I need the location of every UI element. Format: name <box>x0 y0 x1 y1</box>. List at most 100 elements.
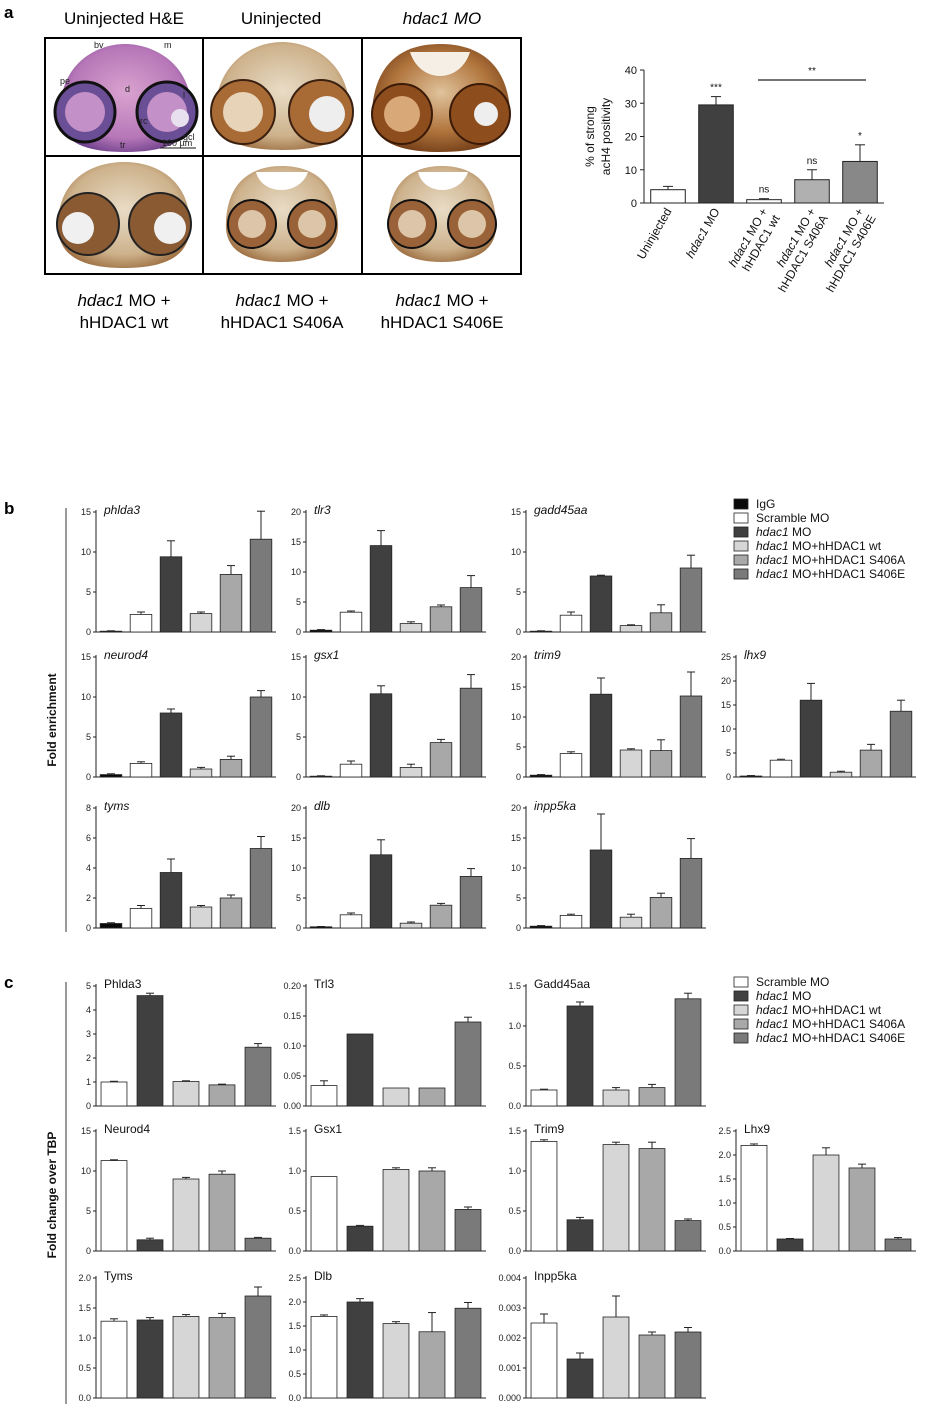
y-tick-label: 15 <box>291 652 301 662</box>
y-tick-label: 0 <box>726 772 731 782</box>
y-tick-label: 0.5 <box>508 1061 521 1071</box>
bar <box>848 1167 876 1252</box>
bar <box>309 629 333 633</box>
caption-s406a-italic: hdac1 <box>235 291 281 310</box>
micrograph-s406e <box>387 166 497 262</box>
y-tick-label: 10 <box>81 1166 91 1176</box>
micrograph-uninjected <box>210 42 354 150</box>
chart-title: Dlb <box>314 1269 332 1283</box>
bar <box>159 556 183 633</box>
caption-wt-italic: hdac1 <box>77 291 123 310</box>
y-tick-label: 0 <box>296 772 301 782</box>
legend-label: hdac1 MO <box>756 525 811 539</box>
y-tick-label: 10 <box>721 724 731 734</box>
bar <box>650 189 686 204</box>
bar <box>794 179 830 204</box>
y-tick-label: 0.10 <box>283 1041 301 1051</box>
bar <box>100 1160 128 1252</box>
y-tick-label: 40 <box>625 65 637 77</box>
bar <box>559 915 583 929</box>
y-tick-label: 0 <box>516 923 521 933</box>
panel-letter-b: b <box>4 499 14 518</box>
bar <box>189 768 213 778</box>
bar <box>529 925 553 929</box>
bar <box>812 1154 840 1252</box>
bar <box>136 1319 164 1399</box>
category-label-line1: Uninjected <box>634 206 674 262</box>
bar <box>382 1169 410 1252</box>
bar <box>244 1046 272 1107</box>
y-tick-label: 5 <box>86 1206 91 1216</box>
y-tick-label: 0 <box>631 198 637 210</box>
y-tick-label: 0 <box>86 1101 91 1111</box>
bar <box>172 1081 200 1107</box>
bar <box>649 612 673 633</box>
y-tick-label: 1.5 <box>718 1174 731 1184</box>
y-tick-label: 1.5 <box>508 981 521 991</box>
chart-title: phlda3 <box>103 503 140 517</box>
chart-title: Tyms <box>104 1269 133 1283</box>
bar <box>842 160 878 204</box>
y-tick-label: 1.0 <box>508 1166 521 1176</box>
y-tick-label: 10 <box>511 712 521 722</box>
legend-swatch <box>733 540 749 552</box>
chart-b-gsx1: 0 5 10 15 gsx1 <box>291 648 486 782</box>
chart-title: trim9 <box>534 648 561 662</box>
y-tick-label: 15 <box>511 682 521 692</box>
micrograph-grid: bv m pe d l rc gcl tr 100 µm <box>44 37 522 275</box>
legend-label: hdac1 MO+hHDAC1 wt <box>756 1003 882 1017</box>
bar <box>679 858 703 929</box>
significance-label: * <box>858 131 862 142</box>
bar <box>740 1145 768 1252</box>
bar <box>454 1209 482 1252</box>
bar <box>418 1170 446 1252</box>
significance-label: *** <box>710 83 722 94</box>
caption-wt: hdac1 MO + hHDAC1 wt <box>77 291 170 332</box>
bar <box>454 1021 482 1107</box>
y-tick-label: 0.0 <box>508 1246 521 1256</box>
svg-text:hdac1 MO +: hdac1 MO + <box>395 291 488 310</box>
y-tick-label: 0.5 <box>288 1206 301 1216</box>
legend-swatch <box>733 1032 749 1044</box>
bar <box>559 753 583 778</box>
bar <box>346 1033 374 1107</box>
y-tick-label: 5 <box>86 981 91 991</box>
legend-label: hdac1 MO+hHDAC1 S406A <box>756 553 905 567</box>
bar <box>429 742 453 778</box>
svg-text:hdac1 MO +: hdac1 MO + <box>235 291 328 310</box>
chart-title: Lhx9 <box>744 1122 770 1136</box>
bar <box>100 1081 128 1107</box>
y-tick-label: 15 <box>81 1126 91 1136</box>
y-tick-label: 10 <box>291 692 301 702</box>
chart-c-lhx9: 0.0 0.5 1.0 1.5 2.0 2.5 Lhx9 <box>718 1122 916 1256</box>
y-tick-label: 1.5 <box>508 1126 521 1136</box>
y-tick-label: 10 <box>81 692 91 702</box>
chart-b-trim9: 0 5 10 15 20 trim9 <box>511 648 706 782</box>
bar <box>454 1307 482 1399</box>
bar <box>530 1089 558 1107</box>
bar <box>369 693 393 778</box>
legend-swatch <box>733 1004 749 1016</box>
chart-title: Gsx1 <box>314 1122 342 1136</box>
bar <box>829 771 853 778</box>
chart-title: Inpp5ka <box>534 1269 577 1283</box>
bar <box>638 1087 666 1107</box>
bar <box>602 1089 630 1107</box>
y-tick-label: 5 <box>296 732 301 742</box>
bar <box>649 750 673 778</box>
bar <box>339 763 363 778</box>
y-axis-label-line2: acH4 positivity <box>599 98 613 175</box>
y-axis-label-line1: % of strong <box>583 106 597 167</box>
bar <box>249 696 273 778</box>
y-tick-label: 3 <box>86 1029 91 1039</box>
bar <box>418 1087 446 1107</box>
y-tick-label: 15 <box>291 537 301 547</box>
bar <box>739 775 763 778</box>
y-tick-label: 8 <box>86 803 91 813</box>
y-tick-label: 4 <box>86 863 91 873</box>
bar <box>99 630 123 633</box>
caption-s406a-rest: MO + <box>282 291 329 310</box>
y-tick-label: 2.5 <box>288 1273 301 1283</box>
y-tick-label: 1.5 <box>288 1321 301 1331</box>
bar <box>429 606 453 633</box>
